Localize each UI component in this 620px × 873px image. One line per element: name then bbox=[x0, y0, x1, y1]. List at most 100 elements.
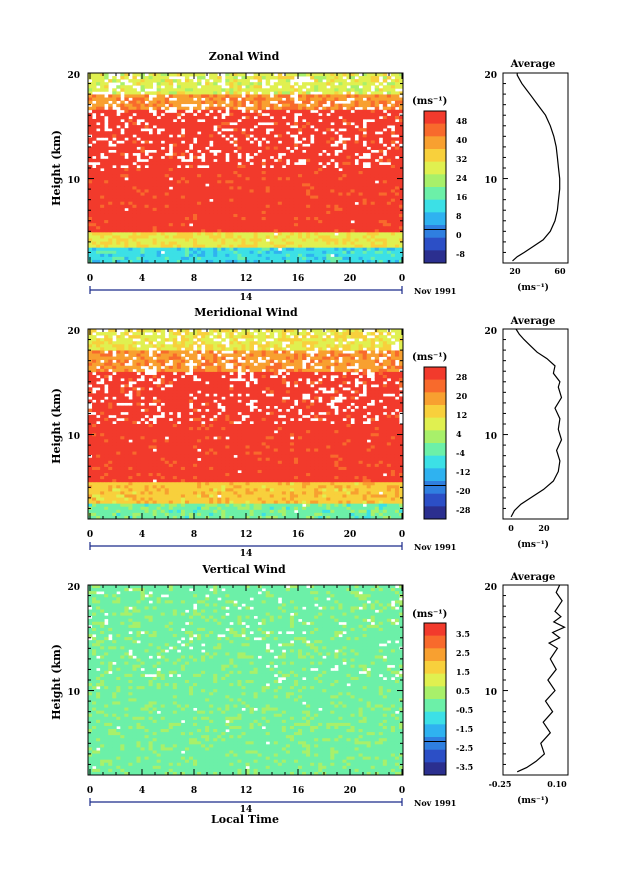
heatmap-cell bbox=[382, 180, 388, 184]
heatmap-cell bbox=[188, 204, 194, 209]
heatmap-cell bbox=[370, 79, 376, 83]
heatmap-cell bbox=[168, 131, 174, 135]
heatmap-cell bbox=[366, 210, 372, 215]
heatmap-cell bbox=[394, 217, 400, 221]
heatmap-cell bbox=[261, 109, 267, 114]
heatmap-cell bbox=[346, 210, 351, 215]
heatmap-cell bbox=[233, 338, 238, 342]
heatmap-cell bbox=[378, 232, 384, 236]
heatmap-cell bbox=[88, 171, 93, 175]
heatmap-cell bbox=[132, 91, 137, 95]
heatmap-cell bbox=[160, 335, 166, 339]
heatmap-cell bbox=[314, 168, 319, 172]
heatmap-cell bbox=[366, 186, 372, 190]
heatmap-cell bbox=[172, 180, 178, 184]
heatmap-cell bbox=[197, 122, 202, 126]
heatmap-cell bbox=[225, 143, 230, 147]
heatmap-cell bbox=[205, 250, 210, 255]
heatmap-cell bbox=[233, 195, 238, 200]
heatmap-cell bbox=[394, 350, 400, 354]
heatmap-cell bbox=[112, 161, 117, 166]
heatmap-cell bbox=[390, 122, 396, 126]
heatmap-cell bbox=[257, 207, 263, 212]
heatmap-cell bbox=[217, 256, 222, 261]
heatmap-cell bbox=[330, 94, 335, 98]
heatmap-cell bbox=[217, 247, 222, 252]
heatmap-cell bbox=[229, 332, 234, 336]
heatmap-cell bbox=[205, 174, 210, 178]
heatmap-cell bbox=[213, 180, 218, 184]
heatmap-cell bbox=[350, 198, 355, 203]
heatmap-cell bbox=[249, 347, 254, 351]
heatmap-cell bbox=[289, 353, 295, 357]
heatmap-cell bbox=[88, 207, 93, 212]
heatmap-cell bbox=[326, 168, 331, 172]
heatmap-cell bbox=[201, 220, 206, 224]
heatmap-cell bbox=[354, 109, 359, 114]
heatmap-cell bbox=[245, 94, 250, 98]
heatmap-cell bbox=[366, 112, 372, 117]
heatmap-cell bbox=[136, 244, 141, 249]
heatmap-cell bbox=[366, 88, 372, 92]
heatmap-cell bbox=[257, 341, 263, 345]
heatmap-cell bbox=[136, 103, 141, 108]
heatmap-cell bbox=[302, 232, 307, 236]
heatmap-cell bbox=[281, 210, 287, 215]
heatmap-cell bbox=[164, 238, 170, 242]
heatmap-cell bbox=[213, 171, 218, 175]
heatmap-cell bbox=[293, 106, 299, 111]
heatmap-cell bbox=[346, 259, 351, 264]
heatmap-cell bbox=[261, 198, 267, 203]
heatmap-cell bbox=[209, 103, 214, 108]
heatmap-cell bbox=[289, 168, 295, 172]
heatmap-cell bbox=[144, 134, 149, 138]
heatmap-cell bbox=[289, 338, 295, 342]
heatmap-cell bbox=[92, 177, 97, 181]
heatmap-cell bbox=[273, 164, 279, 169]
heatmap-cell bbox=[338, 204, 343, 209]
heatmap-cell bbox=[298, 253, 303, 258]
heatmap-cell bbox=[237, 137, 242, 141]
heatmap-cell bbox=[221, 210, 226, 215]
heatmap-cell bbox=[201, 235, 206, 239]
heatmap-cell bbox=[120, 73, 125, 77]
zonal-cb-0: 0 bbox=[456, 230, 462, 240]
heatmap-cell bbox=[172, 143, 178, 147]
heatmap-cell bbox=[293, 238, 299, 242]
heatmap-cell bbox=[398, 344, 404, 348]
heatmap-cell bbox=[164, 256, 170, 261]
heatmap-cell bbox=[277, 125, 283, 129]
heatmap-cell bbox=[233, 85, 238, 89]
heatmap-cell bbox=[269, 168, 275, 172]
heatmap-cell bbox=[273, 91, 279, 95]
heatmap-cell bbox=[92, 256, 97, 261]
heatmap-cell bbox=[120, 347, 125, 351]
heatmap-cell bbox=[241, 350, 246, 354]
heatmap-cell bbox=[253, 88, 259, 92]
heatmap-cell bbox=[144, 168, 149, 172]
heatmap-cell bbox=[253, 146, 259, 151]
heatmap-cell bbox=[140, 232, 145, 236]
heatmap-cell bbox=[156, 100, 162, 105]
heatmap-cell bbox=[314, 76, 319, 80]
heatmap-cell bbox=[156, 356, 162, 361]
heatmap-cell bbox=[96, 253, 101, 258]
heatmap-cell bbox=[116, 350, 121, 354]
heatmap-cell bbox=[253, 149, 259, 154]
heatmap-cell bbox=[354, 350, 359, 354]
heatmap-cell bbox=[156, 152, 162, 157]
heatmap-cell bbox=[140, 143, 145, 147]
heatmap-cell bbox=[172, 220, 178, 224]
heatmap-cell bbox=[144, 118, 149, 123]
heatmap-cell bbox=[354, 122, 359, 126]
heatmap-cell bbox=[100, 338, 105, 342]
heatmap-cell bbox=[394, 94, 400, 98]
heatmap-cell bbox=[233, 250, 238, 255]
heatmap-cell bbox=[298, 149, 303, 154]
heatmap-cell bbox=[88, 97, 93, 101]
heatmap-cell bbox=[112, 241, 117, 246]
heatmap-cell bbox=[168, 213, 174, 218]
heatmap-cell bbox=[285, 335, 291, 339]
heatmap-cell bbox=[285, 186, 291, 190]
heatmap-cell bbox=[225, 207, 230, 212]
